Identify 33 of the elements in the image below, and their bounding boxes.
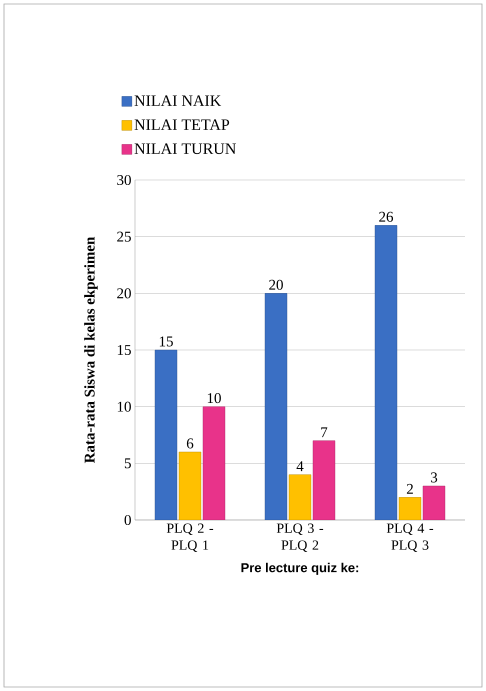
- bar: [154, 350, 178, 520]
- data-label: 7: [321, 427, 328, 438]
- y-tick-label: 30: [117, 174, 131, 186]
- data-label: 15: [160, 336, 173, 346]
- data-label: 20: [269, 280, 283, 290]
- legend-label: NILAI TURUN: [134, 143, 236, 154]
- data-label: 3: [430, 472, 438, 482]
- x-tick-label: PLQ 3 - PLQ 2: [276, 524, 324, 552]
- x-tick-label: PLQ 2 - PLQ 1: [166, 524, 214, 552]
- y-tick-label: 5: [124, 458, 131, 468]
- data-label: 10: [208, 393, 221, 404]
- bar: [374, 225, 398, 520]
- data-label: 2: [406, 484, 413, 494]
- x-axis-title: Pre lecture quiz ke:: [241, 562, 358, 575]
- bar: [202, 406, 226, 520]
- data-label: 6: [186, 438, 194, 448]
- y-tick-label: 10: [118, 402, 131, 412]
- bar: [264, 293, 288, 520]
- legend-label: NILAI TETAP: [134, 119, 230, 130]
- y-tick-label: 20: [117, 288, 131, 298]
- y-axis-title: Rata-rata Siswa di kelas ekperimen: [84, 236, 98, 464]
- bar: [178, 452, 202, 520]
- bar: [312, 440, 336, 520]
- x-tick-label: PLQ 4 - PLQ 3: [386, 524, 434, 552]
- data-label: 26: [379, 212, 394, 222]
- bar: [422, 486, 446, 520]
- y-tick-label: 0: [124, 514, 131, 526]
- bar: [288, 474, 312, 520]
- bar: [398, 497, 422, 520]
- y-tick-label: 25: [117, 232, 131, 242]
- legend-label: NILAI NAIK: [134, 95, 222, 106]
- y-tick-label: 15: [118, 344, 131, 355]
- data-label: 4: [296, 461, 304, 472]
